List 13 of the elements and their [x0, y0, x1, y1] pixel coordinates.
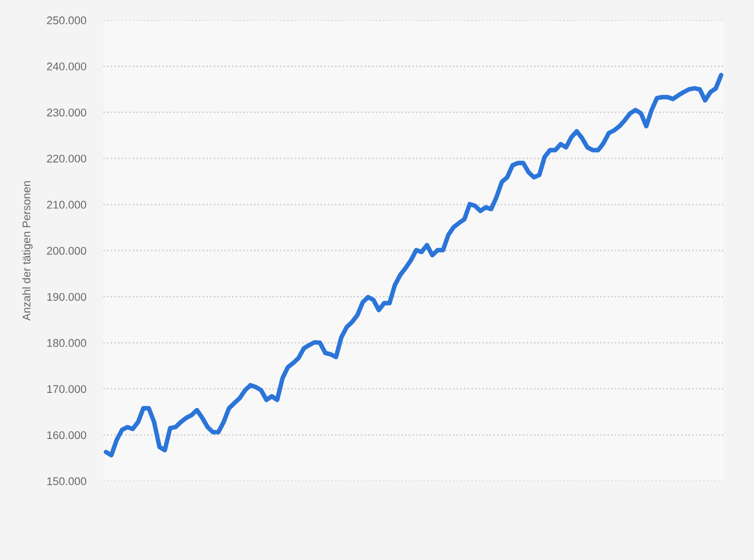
y-tick-label: 240.000 — [47, 62, 86, 70]
y-tick-label: 250.000 — [47, 16, 86, 24]
line-series — [104, 72, 724, 458]
y-tick-label: 230.000 — [47, 108, 86, 116]
y-tick-label: 150.000 — [47, 477, 86, 486]
y-tick-label: 170.000 — [47, 385, 86, 393]
y-tick-label: 200.000 — [47, 246, 86, 255]
y-tick-label: 190.000 — [47, 292, 86, 301]
y-axis-title: Anzahl der tätigen Personen — [22, 181, 33, 321]
y-tick-label: 160.000 — [47, 431, 86, 440]
y-tick-label: 220.000 — [47, 154, 86, 163]
y-tick-label: 180.000 — [47, 339, 86, 347]
y-tick-label: 210.000 — [47, 200, 86, 209]
